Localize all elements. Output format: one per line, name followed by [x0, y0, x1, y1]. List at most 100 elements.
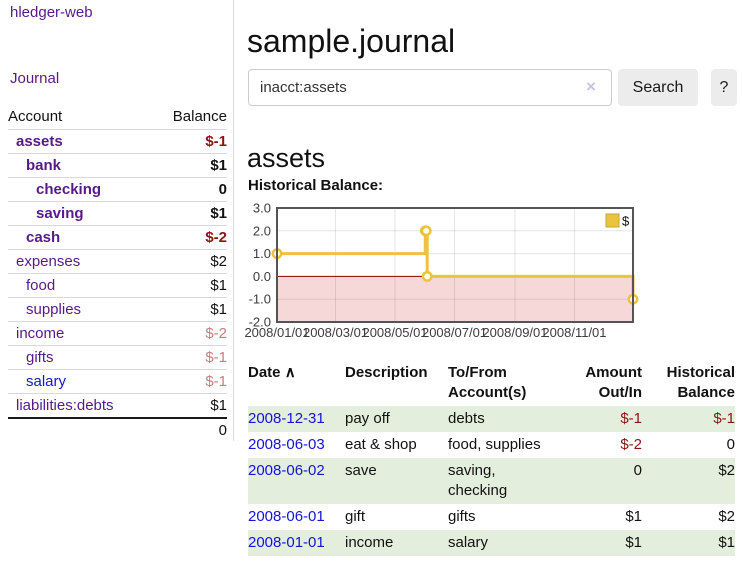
account-link-supplies[interactable]: supplies: [26, 301, 82, 318]
account-balance: $-1: [205, 349, 227, 366]
account-balance: $-1: [205, 133, 227, 150]
transaction-accounts: food, supplies: [448, 436, 541, 453]
account-balance: $-1: [205, 373, 227, 390]
svg-text:2008/05/01: 2008/05/01: [362, 325, 427, 340]
help-button[interactable]: ?: [711, 69, 737, 106]
account-row-food: food $1: [8, 273, 227, 297]
transaction-description: save: [345, 462, 377, 479]
transaction-description: eat & shop: [345, 436, 417, 453]
accounts-header-account: Account: [8, 108, 63, 125]
svg-text:1.0: 1.0: [253, 246, 271, 261]
svg-text:2.0: 2.0: [253, 223, 271, 238]
account-row-assets: assets $-1: [8, 129, 227, 153]
register-row: 2008-06-02 save saving, checking 0 $2: [248, 458, 735, 504]
account-row-supplies: supplies $1: [8, 297, 227, 321]
register-header-amount: Amount Out/In: [585, 364, 642, 401]
register-row: 2008-12-31 pay off debts $-1 $-1: [248, 406, 735, 432]
accounts-tree: Account Balance assets $-1 bank $1 check…: [8, 104, 227, 442]
page-title: sample.journal: [247, 23, 456, 60]
search-button[interactable]: Search: [618, 69, 698, 106]
register-header-description: Description: [345, 364, 428, 381]
account-link-checking[interactable]: checking: [36, 181, 102, 198]
sidebar-item-journal[interactable]: Journal: [10, 70, 60, 87]
account-row-saving: saving $1: [8, 201, 227, 225]
account-balance: $-2: [205, 325, 227, 342]
register-header-row: Date ∧ Description To/From Account(s) Am…: [248, 360, 735, 406]
clear-search-icon[interactable]: ×: [586, 77, 596, 96]
register-row: 2008-06-01 gift gifts $1 $2: [248, 504, 735, 530]
transaction-amount: $-1: [620, 410, 642, 427]
account-row-liabilities-debts: liabilities:debts $1: [8, 393, 227, 417]
account-link-saving[interactable]: saving: [36, 205, 84, 222]
account-row-salary: salary $-1: [8, 369, 227, 393]
transaction-balance: $-1: [713, 410, 735, 427]
account-balance: 0: [218, 181, 227, 198]
account-row-cash: cash $-2: [8, 225, 227, 249]
register-table: Date ∧ Description To/From Account(s) Am…: [248, 360, 735, 556]
register-header-balance: Historical Balance: [666, 364, 735, 401]
account-page-title: assets: [247, 143, 326, 174]
transaction-amount: $1: [625, 534, 642, 551]
svg-text:-1.0: -1.0: [249, 292, 271, 307]
account-link-income[interactable]: income: [16, 325, 65, 342]
transaction-amount: $-2: [620, 436, 642, 453]
transaction-date-link[interactable]: 2008-06-02: [248, 462, 325, 479]
svg-text:-2.0: -2.0: [249, 315, 271, 330]
account-balance: $-2: [205, 229, 227, 246]
account-balance: $1: [210, 157, 227, 174]
account-link-liabilities-debts[interactable]: liabilities:debts: [16, 397, 114, 414]
svg-text:$: $: [622, 214, 630, 229]
transaction-accounts: debts: [448, 410, 485, 427]
account-link-gifts[interactable]: gifts: [26, 349, 54, 366]
account-row-bank: bank $1: [8, 153, 227, 177]
register-header-date[interactable]: Date ∧: [248, 364, 296, 381]
account-row-checking: checking 0: [8, 177, 227, 201]
account-link-food[interactable]: food: [26, 277, 56, 294]
account-row-expenses: expenses $2: [8, 249, 227, 273]
transaction-balance: $2: [718, 508, 735, 525]
transaction-amount: 0: [633, 462, 642, 479]
transaction-description: gift: [345, 508, 366, 525]
accounts-total-balance: 0: [218, 422, 227, 439]
register-header-accounts: To/From Account(s): [448, 364, 527, 401]
account-balance: $1: [210, 277, 227, 294]
svg-text:2008/07/01: 2008/07/01: [422, 325, 487, 340]
balance-chart: 3.0 2.0 1.0 0.0 -1.0 -2.02008/01/012008/03/01…: [244, 201, 639, 340]
account-balance: $2: [210, 253, 227, 270]
sort-asc-icon: ∧: [284, 364, 296, 381]
transaction-accounts: saving, checking: [448, 462, 508, 499]
transaction-accounts: gifts: [448, 508, 476, 525]
account-balance: $1: [210, 397, 227, 414]
accounts-header-balance: Balance: [172, 108, 227, 125]
account-link-expenses[interactable]: expenses: [16, 253, 81, 270]
transaction-balance: 0: [726, 436, 735, 453]
svg-text:2008/03/01: 2008/03/01: [303, 325, 368, 340]
account-balance: $1: [210, 301, 227, 318]
accounts-total-row: 0: [8, 417, 227, 442]
transaction-accounts: salary: [448, 534, 489, 551]
transaction-date-link[interactable]: 2008-06-01: [248, 508, 325, 525]
transaction-amount: $1: [625, 508, 642, 525]
transaction-balance: $1: [718, 534, 735, 551]
svg-text:2008/11/01: 2008/11/01: [542, 325, 606, 340]
register-row: 2008-01-01 income salary $1 $1: [248, 530, 735, 556]
svg-text:2008/09/01: 2008/09/01: [482, 325, 547, 340]
account-link-bank[interactable]: bank: [26, 157, 62, 174]
account-link-cash[interactable]: cash: [26, 229, 61, 246]
account-balance: $1: [210, 205, 227, 222]
transaction-description: pay off: [345, 410, 390, 427]
svg-text:2008/01/01: 2008/01/01: [244, 325, 309, 340]
svg-text:3.0: 3.0: [253, 201, 271, 216]
transaction-balance: $2: [718, 462, 735, 479]
transaction-date-link[interactable]: 2008-06-03: [248, 436, 325, 453]
account-link-assets[interactable]: assets: [16, 133, 63, 150]
transaction-date-link[interactable]: 2008-01-01: [248, 534, 325, 551]
brand-link[interactable]: hledger-web: [10, 4, 93, 21]
transaction-description: income: [345, 534, 394, 551]
transaction-date-link[interactable]: 2008-12-31: [248, 410, 325, 427]
search-input[interactable]: [248, 69, 612, 106]
account-row-gifts: gifts $-1: [8, 345, 227, 369]
accounts-header: Account Balance: [8, 104, 227, 129]
account-row-income: income $-2: [8, 321, 227, 345]
account-link-salary[interactable]: salary: [26, 373, 67, 390]
